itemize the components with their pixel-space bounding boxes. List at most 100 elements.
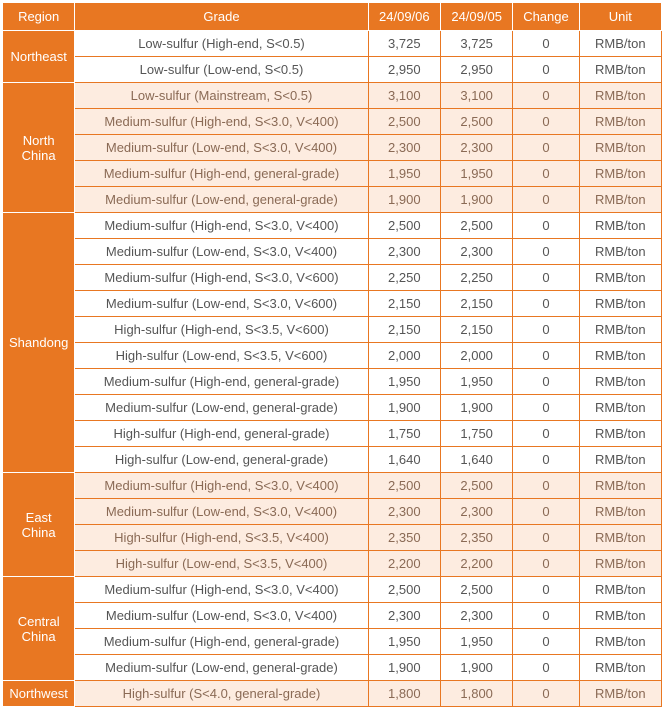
table-row: Medium-sulfur (Low-end, general-grade)1,… (3, 395, 662, 421)
table-row: High-sulfur (Low-end, S<3.5, V<400) 2,200… (3, 551, 662, 577)
cell-grade: High-sulfur (S<4.0, general-grade) (75, 681, 368, 707)
cell-unit: RMB/ton (579, 317, 661, 343)
region-cell: Northeast (3, 31, 75, 83)
cell-grade: Medium-sulfur (High-end, S<3.0, V<400) (75, 109, 368, 135)
cell-d2: 2,500 (440, 109, 512, 135)
cell-d2: 1,950 (440, 161, 512, 187)
cell-d1: 2,000 (368, 343, 440, 369)
cell-d1: 2,500 (368, 109, 440, 135)
cell-unit: RMB/ton (579, 629, 661, 655)
cell-grade: Medium-sulfur (High-end, general-grade) (75, 161, 368, 187)
cell-d2: 2,350 (440, 525, 512, 551)
cell-d2: 2,300 (440, 603, 512, 629)
table-row: Medium-sulfur (Low-end, S<3.0, V<400) 2,3… (3, 239, 662, 265)
table-row: Medium-sulfur (High-end, S<3.0, V<600)2,… (3, 265, 662, 291)
cell-unit: RMB/ton (579, 577, 661, 603)
col-d2: 24/09/05 (440, 3, 512, 31)
cell-grade: Medium-sulfur (Low-end, S<3.0, V<400) (75, 239, 368, 265)
cell-d2: 2,150 (440, 317, 512, 343)
cell-grade: Medium-sulfur (Low-end, general-grade) (75, 395, 368, 421)
region-cell: CentralChina (3, 577, 75, 681)
cell-d2: 2,300 (440, 239, 512, 265)
cell-d2: 2,200 (440, 551, 512, 577)
cell-change: 0 (513, 343, 579, 369)
table-row: Medium-sulfur (High-end, general-grade) 1… (3, 629, 662, 655)
col-d1: 24/09/06 (368, 3, 440, 31)
cell-change: 0 (513, 369, 579, 395)
cell-d1: 2,300 (368, 499, 440, 525)
cell-d2: 3,725 (440, 31, 512, 57)
cell-d1: 2,500 (368, 473, 440, 499)
cell-d1: 3,725 (368, 31, 440, 57)
table-row: NorthwestHigh-sulfur (S<4.0, general-gra… (3, 681, 662, 707)
cell-change: 0 (513, 551, 579, 577)
cell-unit: RMB/ton (579, 31, 661, 57)
cell-unit: RMB/ton (579, 473, 661, 499)
cell-d1: 1,750 (368, 421, 440, 447)
cell-change: 0 (513, 577, 579, 603)
cell-change: 0 (513, 291, 579, 317)
cell-d2: 1,900 (440, 187, 512, 213)
cell-grade: Medium-sulfur (Low-end, S<3.0, V<400) (75, 499, 368, 525)
cell-grade: Medium-sulfur (Low-end, general-grade) (75, 655, 368, 681)
cell-change: 0 (513, 187, 579, 213)
cell-d2: 1,750 (440, 421, 512, 447)
cell-d1: 1,950 (368, 161, 440, 187)
cell-d2: 1,950 (440, 629, 512, 655)
cell-grade: High-sulfur (Low-end, S<3.5, V<600) (75, 343, 368, 369)
cell-d1: 1,900 (368, 395, 440, 421)
cell-change: 0 (513, 239, 579, 265)
cell-grade: Low-sulfur (Mainstream, S<0.5) (75, 83, 368, 109)
cell-change: 0 (513, 135, 579, 161)
cell-change: 0 (513, 681, 579, 707)
cell-d1: 2,300 (368, 603, 440, 629)
cell-grade: Low-sulfur (High-end, S<0.5) (75, 31, 368, 57)
table-row: High-sulfur (High-end, S<3.5, V<600)2,15… (3, 317, 662, 343)
cell-change: 0 (513, 447, 579, 473)
cell-change: 0 (513, 57, 579, 83)
cell-d2: 2,250 (440, 265, 512, 291)
cell-grade: Medium-sulfur (Low-end, general-grade) (75, 187, 368, 213)
cell-d1: 2,500 (368, 577, 440, 603)
cell-d1: 2,150 (368, 291, 440, 317)
cell-d2: 2,300 (440, 135, 512, 161)
cell-d1: 2,300 (368, 135, 440, 161)
cell-d1: 1,640 (368, 447, 440, 473)
cell-d2: 2,500 (440, 213, 512, 239)
cell-d1: 1,950 (368, 369, 440, 395)
cell-d2: 1,900 (440, 395, 512, 421)
cell-grade: Medium-sulfur (High-end, S<3.0, V<400) (75, 473, 368, 499)
table-row: High-sulfur (Low-end, S<3.5, V<600)2,000… (3, 343, 662, 369)
cell-unit: RMB/ton (579, 525, 661, 551)
cell-change: 0 (513, 31, 579, 57)
cell-change: 0 (513, 421, 579, 447)
cell-unit: RMB/ton (579, 57, 661, 83)
table-row: NortheastLow-sulfur (High-end, S<0.5)3,7… (3, 31, 662, 57)
cell-unit: RMB/ton (579, 83, 661, 109)
cell-unit: RMB/ton (579, 395, 661, 421)
cell-unit: RMB/ton (579, 343, 661, 369)
table-row: Medium-sulfur (Low-end, S<3.0, V<400)2,3… (3, 135, 662, 161)
cell-unit: RMB/ton (579, 603, 661, 629)
cell-d1: 2,350 (368, 525, 440, 551)
col-unit: Unit (579, 3, 661, 31)
cell-grade: Medium-sulfur (High-end, general-grade) (75, 369, 368, 395)
col-grade: Grade (75, 3, 368, 31)
price-table: Region Grade 24/09/06 24/09/05 Change Un… (2, 2, 662, 707)
table-row: Medium-sulfur (High-end, general-grade)1… (3, 369, 662, 395)
cell-grade: Medium-sulfur (High-end, S<3.0, V<400) (75, 213, 368, 239)
cell-d2: 2,150 (440, 291, 512, 317)
cell-grade: High-sulfur (Low-end, general-grade) (75, 447, 368, 473)
cell-grade: High-sulfur (High-end, general-grade) (75, 421, 368, 447)
cell-d2: 3,100 (440, 83, 512, 109)
cell-grade: Medium-sulfur (High-end, general-grade) (75, 629, 368, 655)
cell-unit: RMB/ton (579, 135, 661, 161)
table-row: Medium-sulfur (Low-end, general-grade) 1,… (3, 187, 662, 213)
cell-unit: RMB/ton (579, 499, 661, 525)
cell-d1: 1,800 (368, 681, 440, 707)
cell-change: 0 (513, 525, 579, 551)
cell-unit: RMB/ton (579, 265, 661, 291)
cell-grade: High-sulfur (Low-end, S<3.5, V<400) (75, 551, 368, 577)
table-row: Medium-sulfur (Low-end, S<3.0, V<600)2,1… (3, 291, 662, 317)
cell-unit: RMB/ton (579, 551, 661, 577)
